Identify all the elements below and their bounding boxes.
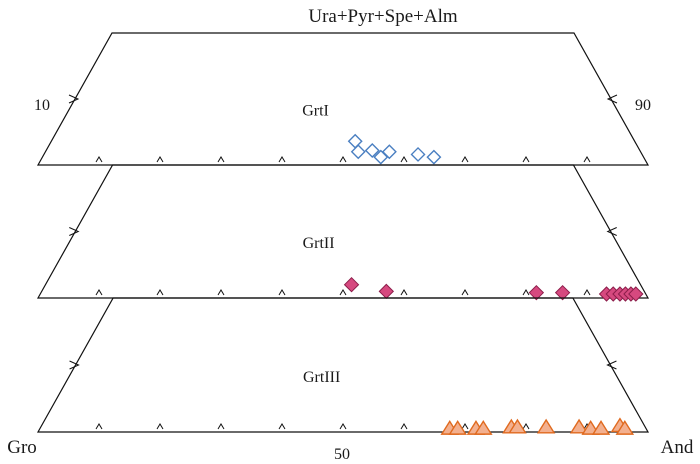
baseline-tick <box>400 423 408 430</box>
data-point-grtiii <box>536 418 556 434</box>
baseline-tick <box>461 289 469 296</box>
baseline-tick <box>217 289 225 296</box>
chart-title: Ura+Pyr+Spe+Alm <box>308 6 458 27</box>
panel-outline <box>36 164 650 299</box>
data-point-grti <box>350 144 366 160</box>
side-tick-left <box>69 227 80 236</box>
axis-label-10: 10 <box>34 97 50 114</box>
baseline-tick <box>461 156 469 163</box>
axis-label-50: 50 <box>334 446 350 463</box>
baseline-tick <box>339 156 347 163</box>
axis-label-90: 90 <box>635 97 651 114</box>
data-point-grtii <box>554 284 571 301</box>
panel-outline <box>36 32 650 166</box>
data-point-grtii <box>343 276 360 293</box>
baseline-tick <box>400 289 408 296</box>
baseline-tick <box>339 423 347 430</box>
data-point-grtiii <box>448 419 467 435</box>
panel-label-grtiii: GrtIII <box>303 369 340 386</box>
panels-layer: GrtI GrtII GrtIII <box>36 32 650 435</box>
side-tick-right <box>606 360 617 370</box>
data-point-grtiii <box>508 418 527 434</box>
panel-grti: GrtI <box>36 32 650 166</box>
baseline-tick <box>95 423 103 430</box>
baseline-tick <box>95 156 103 163</box>
corner-label-and: And <box>661 437 694 458</box>
side-tick-right <box>606 227 617 236</box>
data-point-grtiii <box>615 419 635 435</box>
baseline-tick <box>156 289 164 296</box>
data-point-grtii <box>528 284 545 301</box>
baseline-tick <box>278 423 286 430</box>
baseline-tick <box>95 289 103 296</box>
baseline-tick <box>217 156 225 163</box>
panel-label-grti: GrtI <box>302 103 329 120</box>
data-point-grtii <box>628 286 644 302</box>
baseline-tick <box>583 289 591 296</box>
baseline-tick <box>583 156 591 163</box>
data-point-grti <box>410 146 426 162</box>
panel-outline <box>36 297 650 433</box>
baseline-tick <box>522 289 530 296</box>
data-point-grtiii <box>591 419 611 435</box>
data-point-grtiii <box>474 419 493 435</box>
data-point-grti <box>381 144 397 160</box>
baseline-tick <box>400 156 408 163</box>
data-point-grti <box>347 133 363 149</box>
baseline-tick <box>339 289 347 296</box>
panel-label-grtii: GrtII <box>303 235 335 252</box>
side-tick-right <box>606 94 618 104</box>
baseline-tick <box>522 156 530 163</box>
data-point-grti <box>364 142 380 158</box>
baseline-tick <box>217 423 225 430</box>
data-point-grtiii <box>569 418 589 434</box>
baseline-tick <box>278 156 286 163</box>
baseline-tick <box>156 156 164 163</box>
data-point-grtii <box>378 283 395 300</box>
baseline-tick <box>278 289 286 296</box>
panel-grtii: GrtII <box>36 164 650 302</box>
baseline-tick <box>522 423 530 430</box>
baseline-tick <box>461 423 469 430</box>
panel-grtiii: GrtIII <box>36 297 650 435</box>
corner-label-gro: Gro <box>7 437 37 458</box>
side-tick-left <box>69 360 80 370</box>
baseline-tick <box>156 423 164 430</box>
side-tick-left <box>68 94 80 104</box>
data-point-grti <box>426 149 442 165</box>
